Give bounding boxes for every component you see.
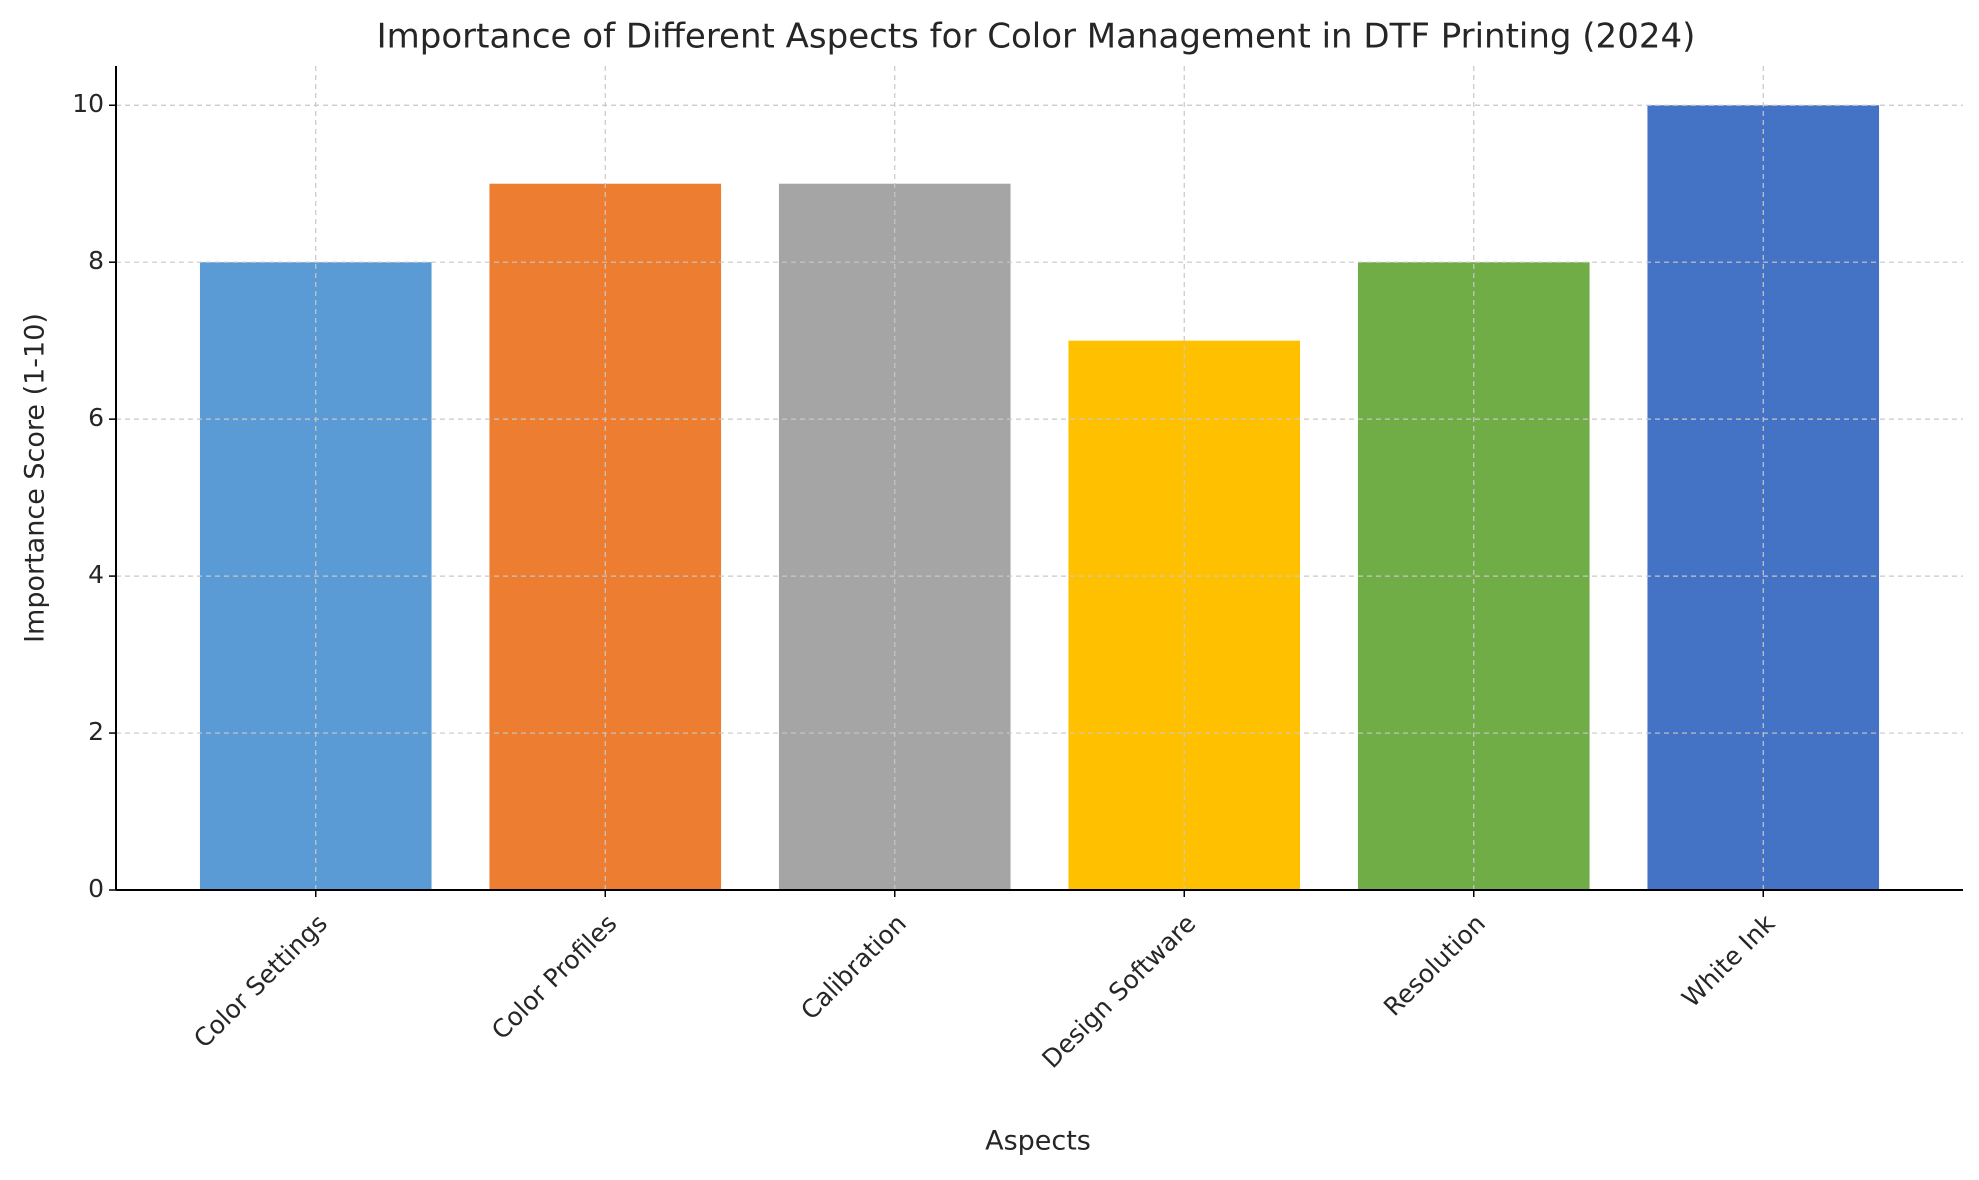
chart-title: Importance of Different Aspects for Colo… xyxy=(377,17,1696,57)
x-tick-label: White Ink xyxy=(1676,908,1781,1013)
y-tick-label: 6 xyxy=(88,403,104,432)
y-tick-label: 4 xyxy=(88,560,104,589)
y-tick-label: 10 xyxy=(72,89,104,118)
x-tick-label: Resolution xyxy=(1378,909,1491,1022)
x-tick-label: Color Settings xyxy=(188,909,333,1054)
x-tick-label: Calibration xyxy=(795,909,912,1026)
y-tick-label: 2 xyxy=(88,717,104,746)
y-tick-label: 0 xyxy=(88,874,104,903)
x-tick-label: Design Software xyxy=(1036,909,1201,1074)
bars xyxy=(199,105,1880,891)
x-tick-label: Color Profiles xyxy=(486,909,622,1045)
x-axis-label: Aspects xyxy=(985,1126,1091,1157)
y-tick-label: 8 xyxy=(88,246,104,275)
y-axis-label: Importance Score (1-10) xyxy=(20,313,51,643)
